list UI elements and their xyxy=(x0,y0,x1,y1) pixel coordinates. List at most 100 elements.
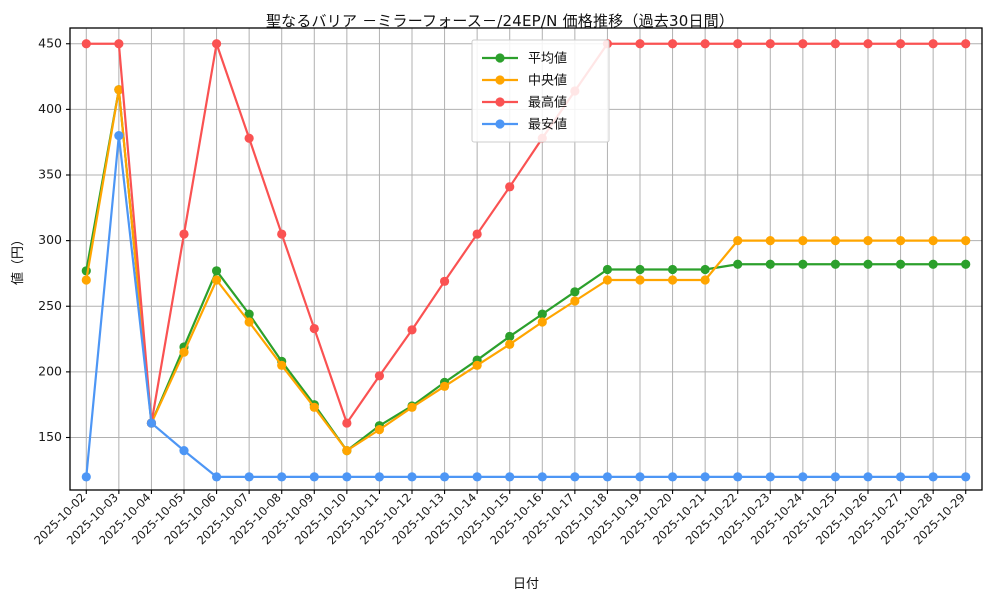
x-axis-title: 日付 xyxy=(513,577,539,592)
legend-marker-icon xyxy=(495,97,505,107)
data-point xyxy=(309,323,319,334)
data-point xyxy=(667,264,678,275)
data-point xyxy=(961,236,971,246)
legend-item-3[interactable]: 最安値 xyxy=(482,117,567,133)
axes-frame xyxy=(69,27,983,491)
data-point xyxy=(537,317,547,327)
series-line-0 xyxy=(85,88,967,452)
data-point xyxy=(570,472,580,482)
data-point xyxy=(798,236,808,246)
data-point xyxy=(667,275,678,285)
data-point xyxy=(277,472,287,482)
series-line-2 xyxy=(85,42,967,425)
data-point xyxy=(700,275,710,285)
data-point xyxy=(407,402,417,412)
data-point xyxy=(277,229,287,239)
legend-marker-icon xyxy=(495,75,505,85)
data-point xyxy=(537,309,547,319)
data-point xyxy=(309,402,319,412)
data-point xyxy=(211,275,222,285)
data-point xyxy=(472,360,482,370)
data-point xyxy=(765,236,775,246)
data-point xyxy=(635,264,645,275)
data-point xyxy=(472,229,482,239)
data-point xyxy=(374,425,385,435)
legend-label: 平均値 xyxy=(528,51,567,67)
data-point xyxy=(765,259,775,269)
data-point xyxy=(635,39,645,49)
data-point xyxy=(700,264,710,275)
data-point xyxy=(830,39,841,49)
y-tick-label: 400 xyxy=(38,101,62,116)
tick-layer xyxy=(66,43,967,494)
data-point xyxy=(830,472,841,482)
data-point xyxy=(211,472,222,482)
data-point xyxy=(374,472,385,482)
data-point xyxy=(342,418,352,428)
series-layer xyxy=(81,39,971,482)
legend-label: 最高値 xyxy=(528,95,567,111)
data-point xyxy=(211,39,222,49)
data-point xyxy=(733,39,743,49)
data-point xyxy=(798,39,808,49)
data-point xyxy=(244,133,254,143)
data-point xyxy=(179,446,189,456)
data-point xyxy=(863,472,873,482)
x-tick-labels: 2025-10-022025-10-032025-10-042025-10-05… xyxy=(31,490,968,547)
data-point xyxy=(505,331,515,342)
data-point xyxy=(928,472,938,482)
data-point xyxy=(407,325,417,335)
y-tick-label: 300 xyxy=(38,232,62,247)
data-point xyxy=(961,472,971,482)
data-point xyxy=(635,472,645,482)
data-point xyxy=(277,360,287,370)
data-point xyxy=(635,275,645,285)
data-point xyxy=(374,371,385,381)
data-point xyxy=(114,131,124,141)
data-point xyxy=(961,259,971,269)
data-point xyxy=(114,85,124,95)
data-point xyxy=(700,39,710,49)
y-tick-labels: 150 200 250 300 350 400 450 xyxy=(38,35,62,444)
data-point xyxy=(765,39,775,49)
data-point xyxy=(505,472,515,482)
data-point xyxy=(928,259,938,269)
data-point xyxy=(244,317,254,327)
data-point xyxy=(863,259,873,269)
legend-item-1[interactable]: 中央値 xyxy=(482,73,567,89)
legend-item-2[interactable]: 最高値 xyxy=(482,95,567,111)
data-point xyxy=(798,259,808,269)
data-point xyxy=(439,381,450,391)
data-point xyxy=(439,276,450,286)
data-point xyxy=(961,39,971,49)
data-point xyxy=(667,39,678,49)
data-point xyxy=(895,39,906,49)
series-line-1 xyxy=(85,88,967,452)
y-axis-title: 値（円） xyxy=(10,233,26,285)
data-point xyxy=(863,236,873,246)
data-point xyxy=(146,418,157,428)
data-point xyxy=(407,472,417,482)
data-point xyxy=(537,472,547,482)
data-point xyxy=(765,472,775,482)
data-point xyxy=(505,339,515,349)
data-point xyxy=(895,472,906,482)
data-point xyxy=(928,236,938,246)
legend-item-0[interactable]: 平均値 xyxy=(482,51,567,67)
data-point xyxy=(863,39,873,49)
data-point xyxy=(81,39,91,49)
data-point xyxy=(114,39,124,49)
data-point xyxy=(244,472,254,482)
legend-label: 中央値 xyxy=(528,73,567,89)
y-tick-label: 150 xyxy=(38,429,62,444)
chart-title: 聖なるバリア －ミラーフォース－/24EP/N 価格推移（過去30日間） xyxy=(265,12,735,30)
data-point xyxy=(830,259,841,269)
data-point xyxy=(342,446,352,456)
data-point xyxy=(570,287,580,297)
legend-box xyxy=(471,39,610,143)
data-point xyxy=(700,472,710,482)
data-point xyxy=(733,472,743,482)
data-point xyxy=(798,472,808,482)
data-point xyxy=(505,182,515,192)
